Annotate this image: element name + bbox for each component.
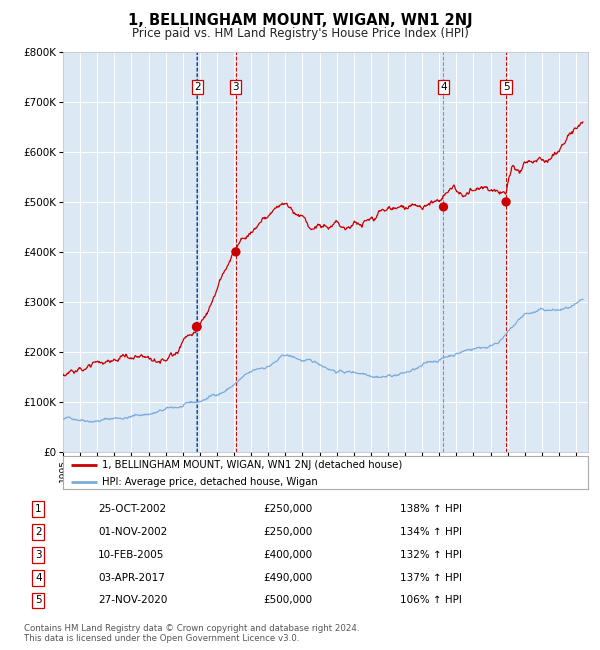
Text: 134% ↑ HPI: 134% ↑ HPI [400, 527, 462, 537]
Text: 27-NOV-2020: 27-NOV-2020 [98, 595, 167, 605]
Text: 1: 1 [35, 504, 41, 514]
Point [193, 322, 202, 332]
Text: £500,000: £500,000 [263, 595, 313, 605]
Point [191, 322, 201, 332]
Text: 5: 5 [503, 82, 509, 92]
Text: 132% ↑ HPI: 132% ↑ HPI [400, 550, 462, 560]
Point [231, 246, 241, 257]
Text: Contains HM Land Registry data © Crown copyright and database right 2024.
This d: Contains HM Land Registry data © Crown c… [24, 624, 359, 644]
Text: 01-NOV-2002: 01-NOV-2002 [98, 527, 167, 537]
Text: 3: 3 [233, 82, 239, 92]
Point [439, 202, 448, 212]
Text: 03-APR-2017: 03-APR-2017 [98, 573, 165, 582]
Text: HPI: Average price, detached house, Wigan: HPI: Average price, detached house, Wiga… [103, 477, 318, 487]
Point [501, 197, 511, 207]
Text: £490,000: £490,000 [263, 573, 313, 582]
Text: £250,000: £250,000 [263, 527, 313, 537]
Text: £250,000: £250,000 [263, 504, 313, 514]
Text: 10-FEB-2005: 10-FEB-2005 [98, 550, 164, 560]
Text: £400,000: £400,000 [263, 550, 313, 560]
Text: 1, BELLINGHAM MOUNT, WIGAN, WN1 2NJ: 1, BELLINGHAM MOUNT, WIGAN, WN1 2NJ [128, 13, 472, 28]
Text: 4: 4 [440, 82, 447, 92]
Text: 4: 4 [35, 573, 41, 582]
Text: 137% ↑ HPI: 137% ↑ HPI [400, 573, 462, 582]
Text: Price paid vs. HM Land Registry's House Price Index (HPI): Price paid vs. HM Land Registry's House … [131, 27, 469, 40]
Text: 25-OCT-2002: 25-OCT-2002 [98, 504, 166, 514]
Text: 2: 2 [35, 527, 41, 537]
Text: 138% ↑ HPI: 138% ↑ HPI [400, 504, 462, 514]
Text: 106% ↑ HPI: 106% ↑ HPI [400, 595, 462, 605]
Text: 3: 3 [35, 550, 41, 560]
Text: 5: 5 [35, 595, 41, 605]
Text: 2: 2 [194, 82, 200, 92]
Text: 1, BELLINGHAM MOUNT, WIGAN, WN1 2NJ (detached house): 1, BELLINGHAM MOUNT, WIGAN, WN1 2NJ (det… [103, 460, 403, 470]
